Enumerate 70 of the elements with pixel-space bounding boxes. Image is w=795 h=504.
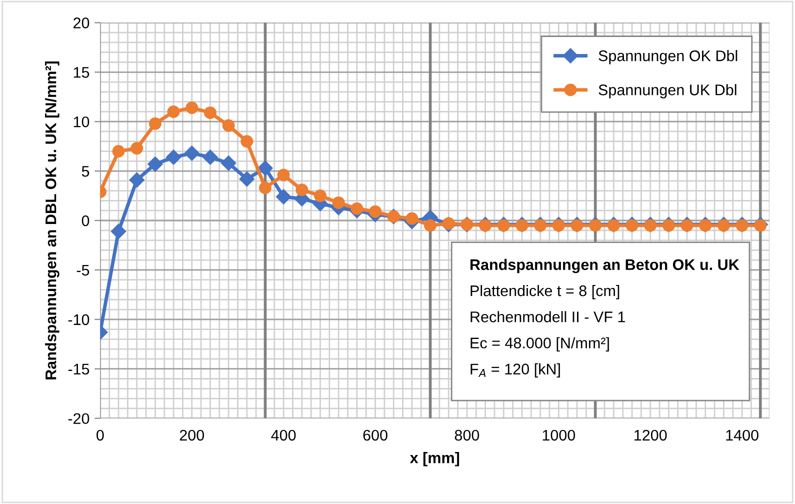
x-tick-label: 0 — [96, 430, 104, 441]
point — [314, 190, 326, 202]
y-tick-label: -5 — [76, 264, 90, 276]
y-tick-label: 20 — [74, 18, 90, 28]
point — [130, 142, 144, 155]
y-tick-label: -10 — [68, 314, 90, 326]
point — [184, 146, 200, 161]
x-tick-label: 400 — [271, 430, 296, 441]
point — [222, 119, 235, 132]
point — [166, 150, 182, 165]
annotation: Ec = 48.000 [N/mm²] — [470, 337, 609, 352]
point — [699, 219, 712, 232]
annotation: Rechenmodell II - VF 1 — [470, 311, 625, 322]
annotation: Plattendicke t = 8 [cm] — [470, 284, 620, 300]
point — [129, 172, 144, 188]
point — [239, 171, 254, 187]
point — [202, 150, 218, 165]
point — [662, 219, 675, 232]
point — [406, 212, 418, 225]
x-tick-label: 1400 — [726, 430, 758, 441]
y-tick-label: 10 — [74, 116, 90, 128]
x-axis-title: x [mm] — [410, 452, 460, 466]
point — [754, 219, 767, 232]
y-tick-label: -20 — [68, 413, 90, 424]
annotation: F$_{A}$ = 120 [kN] — [470, 363, 560, 378]
point — [148, 117, 162, 130]
point — [589, 219, 602, 232]
point — [534, 219, 547, 232]
point — [516, 219, 528, 232]
point — [552, 219, 565, 232]
point — [607, 219, 620, 232]
point — [204, 106, 216, 119]
point — [369, 205, 382, 218]
x-tick-label: 200 — [180, 430, 204, 441]
point — [186, 101, 198, 114]
point — [736, 219, 748, 232]
point — [258, 160, 273, 176]
point — [497, 219, 510, 232]
point — [644, 219, 657, 232]
point — [479, 219, 492, 232]
point — [112, 145, 125, 158]
y-axis-title: Randspannungen an DBL OK u. UK [N/mm²] — [45, 61, 60, 380]
legend-label: Spannungen OK Dbl — [598, 50, 738, 64]
point — [110, 224, 126, 239]
annotation: Randspannungen an Beton OK u. UK — [470, 258, 740, 274]
point — [277, 168, 290, 182]
y-tick-label: 0 — [82, 215, 90, 226]
y-tick-label: 15 — [74, 67, 90, 78]
point — [296, 184, 308, 196]
point — [626, 219, 638, 232]
point — [570, 219, 584, 232]
x-tick-label: 600 — [363, 430, 388, 441]
point — [258, 182, 272, 194]
point — [148, 156, 163, 172]
x-tick-label: 800 — [454, 430, 480, 441]
point — [424, 219, 437, 232]
point — [220, 156, 236, 171]
point — [717, 219, 730, 232]
x-tick-label: 1000 — [542, 430, 576, 441]
y-tick-label: -15 — [68, 364, 90, 375]
point — [350, 202, 364, 215]
point — [276, 189, 292, 204]
x-tick-label: 1200 — [634, 430, 667, 441]
point — [332, 196, 345, 209]
legend-label: Spannungen UK Dbl — [598, 84, 736, 98]
point — [680, 219, 694, 232]
y-tick-label: 5 — [82, 166, 90, 177]
point — [240, 135, 254, 148]
point — [167, 105, 180, 118]
point — [442, 217, 455, 230]
